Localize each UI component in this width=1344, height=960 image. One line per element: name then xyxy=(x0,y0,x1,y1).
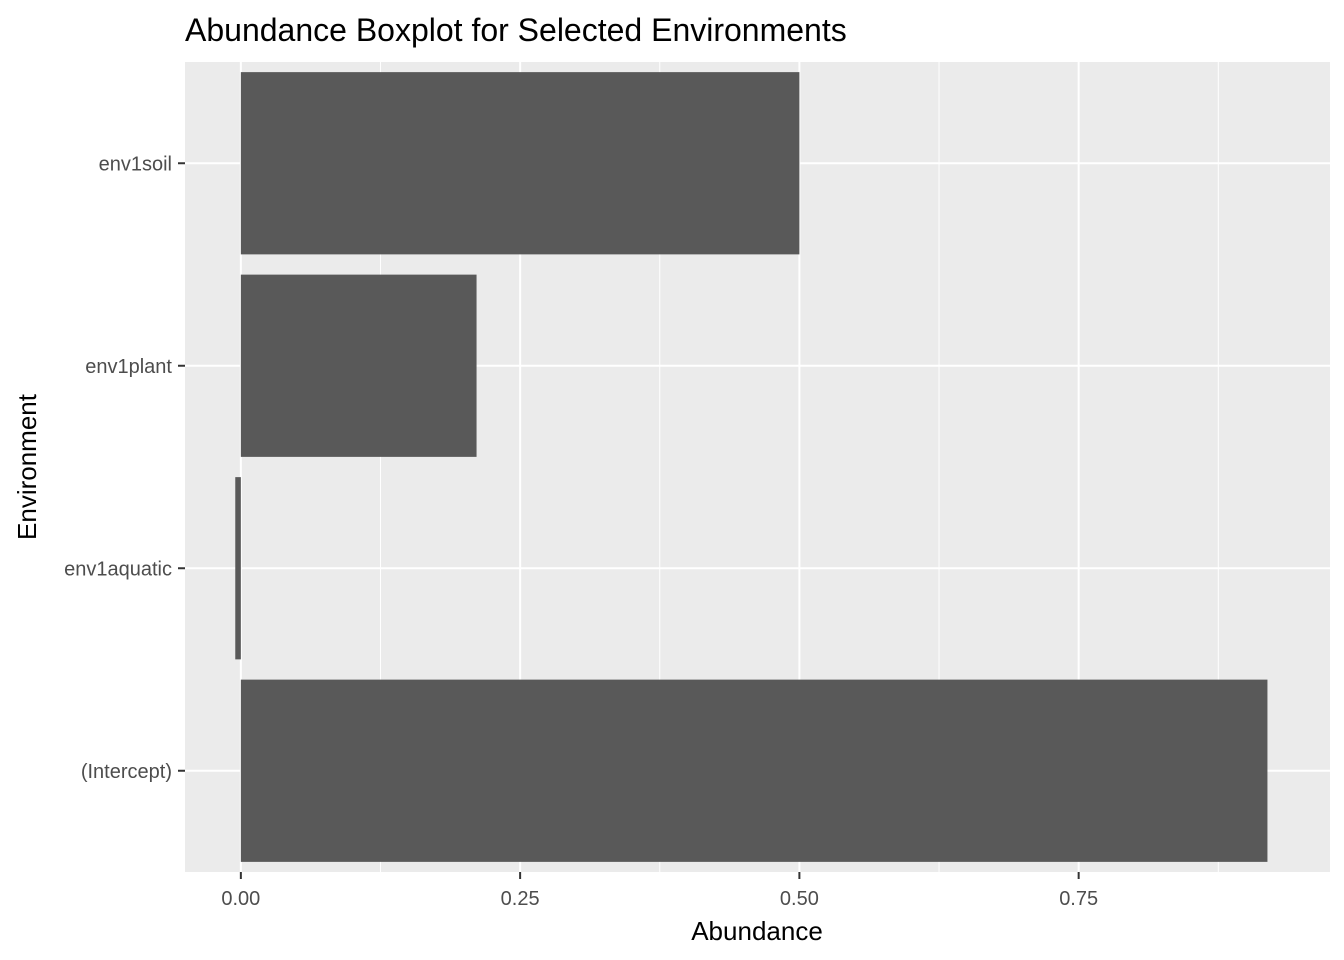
x-tick-label: 0.25 xyxy=(501,888,540,910)
bar-env1aquatic xyxy=(235,477,241,660)
y-tick-label: env1soil xyxy=(99,153,172,175)
x-axis: 0.00 0.25 0.50 0.75 xyxy=(221,872,1098,910)
bar-env1plant xyxy=(240,274,477,457)
bar-env1soil xyxy=(240,72,800,255)
x-tick-label: 0.75 xyxy=(1059,888,1098,910)
y-tick-label: env1plant xyxy=(85,356,172,378)
y-tick-label: env1aquatic xyxy=(64,558,172,580)
y-tick-label: (Intercept) xyxy=(81,761,172,783)
bar-intercept xyxy=(240,679,1268,862)
x-tick-label: 0.50 xyxy=(780,888,819,910)
bars xyxy=(235,72,1268,862)
y-axis: (Intercept) env1aquatic env1plant env1soil xyxy=(64,153,185,783)
x-axis-title: Abundance xyxy=(691,916,823,946)
x-tick-label: 0.00 xyxy=(221,888,260,910)
chart-title: Abundance Boxplot for Selected Environme… xyxy=(185,12,847,48)
y-axis-title: Environment xyxy=(12,393,42,540)
